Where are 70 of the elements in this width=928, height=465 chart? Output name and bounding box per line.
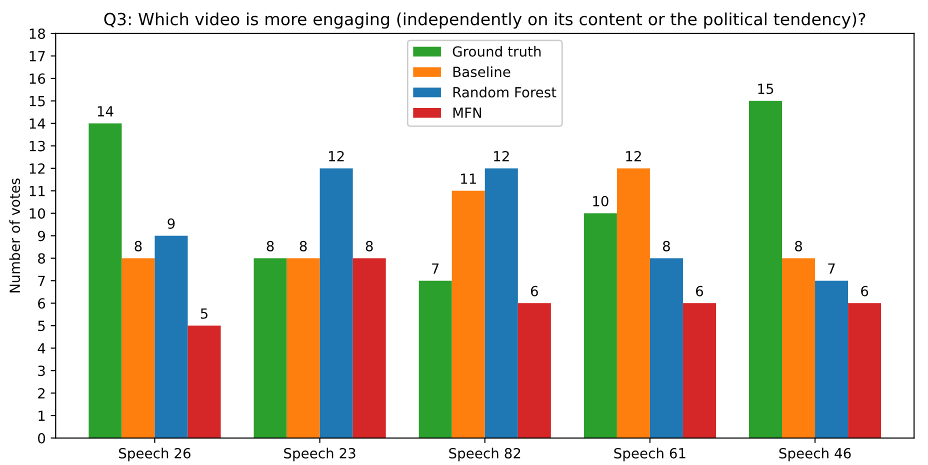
y-tick-label: 14 — [30, 118, 46, 129]
x-tick-label: Speech 26 — [119, 448, 190, 462]
y-tick-label: 11 — [30, 186, 45, 196]
data-label: 8 — [366, 240, 373, 252]
y-tick-label: 0 — [38, 433, 46, 444]
bar — [122, 258, 155, 438]
data-label: 6 — [861, 286, 868, 296]
y-tick-label: 8 — [38, 253, 46, 264]
y-tick-label: 7 — [38, 276, 45, 286]
data-label: 8 — [300, 240, 307, 252]
data-label: 7 — [432, 264, 439, 274]
data-label: 11 — [461, 174, 476, 184]
data-label: 10 — [593, 196, 608, 206]
data-label: 6 — [530, 286, 538, 296]
y-tick-label: 17 — [30, 51, 45, 62]
bar — [749, 100, 782, 438]
x-tick-label: Speech 82 — [449, 448, 520, 462]
legend-label: Ground truth — [452, 46, 541, 57]
y-tick-label: 16 — [30, 73, 46, 84]
y-tick-label: 12 — [30, 163, 45, 174]
data-label: 15 — [758, 84, 774, 94]
legend-label: Random Forest — [453, 86, 556, 98]
y-axis-title: Number of votes — [9, 178, 20, 292]
x-tick-label: Speech 46 — [779, 448, 851, 462]
bar — [188, 326, 221, 438]
chart-title: Q3: Which video is more engaging (independently on its content or the political tendency)? — [104, 12, 866, 29]
x-tick-label: Speech 61 — [614, 448, 686, 462]
bar — [518, 303, 551, 438]
bar — [584, 213, 617, 438]
bar — [254, 258, 287, 438]
y-tick-label: 3 — [38, 366, 45, 376]
bar — [154, 236, 188, 438]
data-label: 5 — [200, 308, 208, 319]
y-tick-label: 2 — [38, 388, 45, 398]
bar — [682, 303, 716, 438]
data-label: 8 — [795, 240, 802, 252]
y-tick-label: 1 — [38, 410, 45, 421]
legend-label: MFN — [453, 108, 482, 118]
bar — [352, 258, 386, 438]
y-tick-label: 15 — [30, 96, 45, 106]
bar — [452, 190, 485, 438]
bar — [286, 258, 320, 438]
y-tick-label: 10 — [30, 208, 46, 219]
data-label: 12 — [626, 150, 641, 162]
y-tick-label: 4 — [38, 343, 46, 354]
data-label: 14 — [98, 106, 114, 116]
data-label: 8 — [266, 240, 274, 252]
y-tick-label: 6 — [38, 298, 46, 309]
bar — [848, 303, 882, 438]
bar — [782, 258, 816, 438]
data-label: 9 — [168, 218, 175, 229]
bar — [650, 258, 683, 438]
bar — [418, 280, 452, 438]
data-label: 12 — [494, 150, 509, 162]
data-label: 8 — [662, 240, 670, 252]
legend-label: Baseline — [453, 66, 510, 78]
y-tick-label: 9 — [38, 230, 45, 242]
data-label: 7 — [828, 264, 835, 274]
bar — [320, 168, 353, 438]
bar — [88, 123, 122, 438]
y-tick-label: 5 — [38, 320, 45, 332]
data-label: 8 — [134, 240, 142, 252]
data-label: 12 — [329, 150, 344, 162]
y-tick-label: 18 — [30, 28, 46, 39]
bar — [484, 168, 518, 438]
y-tick-label: 13 — [30, 140, 45, 152]
bar — [616, 168, 650, 438]
x-tick-label: Speech 23 — [284, 448, 356, 462]
data-label: 6 — [696, 286, 704, 296]
bar — [815, 280, 848, 438]
